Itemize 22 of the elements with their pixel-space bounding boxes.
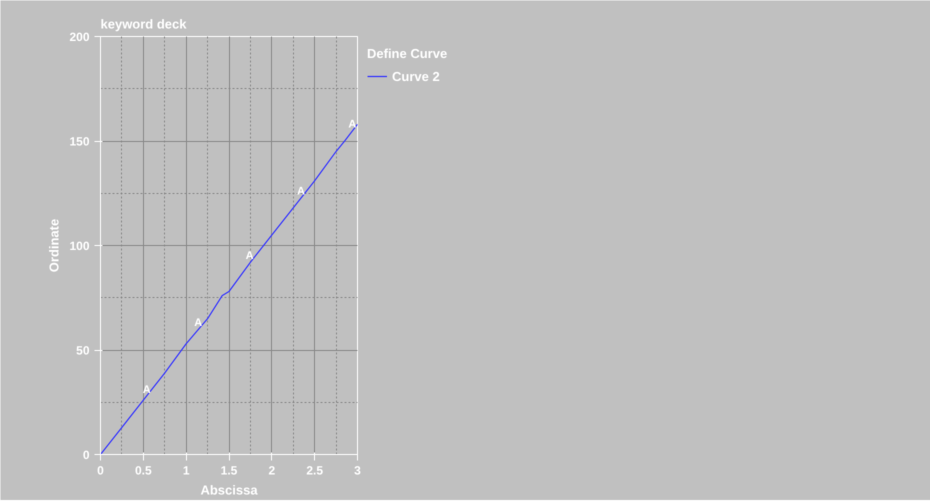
x-tick-label: 1.5 [220,464,238,478]
legend-title: Define Curve [367,46,448,61]
annotation: A [246,250,254,262]
annotation: A [194,317,202,330]
legend-label: Curve 2 [392,68,440,84]
y-tick-label: 0 [82,448,90,462]
x-axis-title: Abscissa [200,482,258,498]
x-tick-label: 0 [97,464,104,478]
x-tick-label: 3 [354,464,362,478]
x-tick-label: 2 [268,464,276,478]
annotation: A [142,384,151,396]
y-axis-title: Ordinate [46,218,62,272]
x-tick-label: 0.5 [134,464,152,478]
annotation: A [348,118,356,131]
annotation: A [296,185,305,198]
chart-title: keyword deck [100,16,188,32]
x-tick-label: 1 [182,464,190,478]
y-tick-label: 150 [69,134,90,148]
y-tick-label: 200 [69,30,90,44]
x-tick-label: 2.5 [306,464,324,478]
y-tick-label: 100 [69,239,90,253]
y-tick-label: 50 [76,344,90,358]
